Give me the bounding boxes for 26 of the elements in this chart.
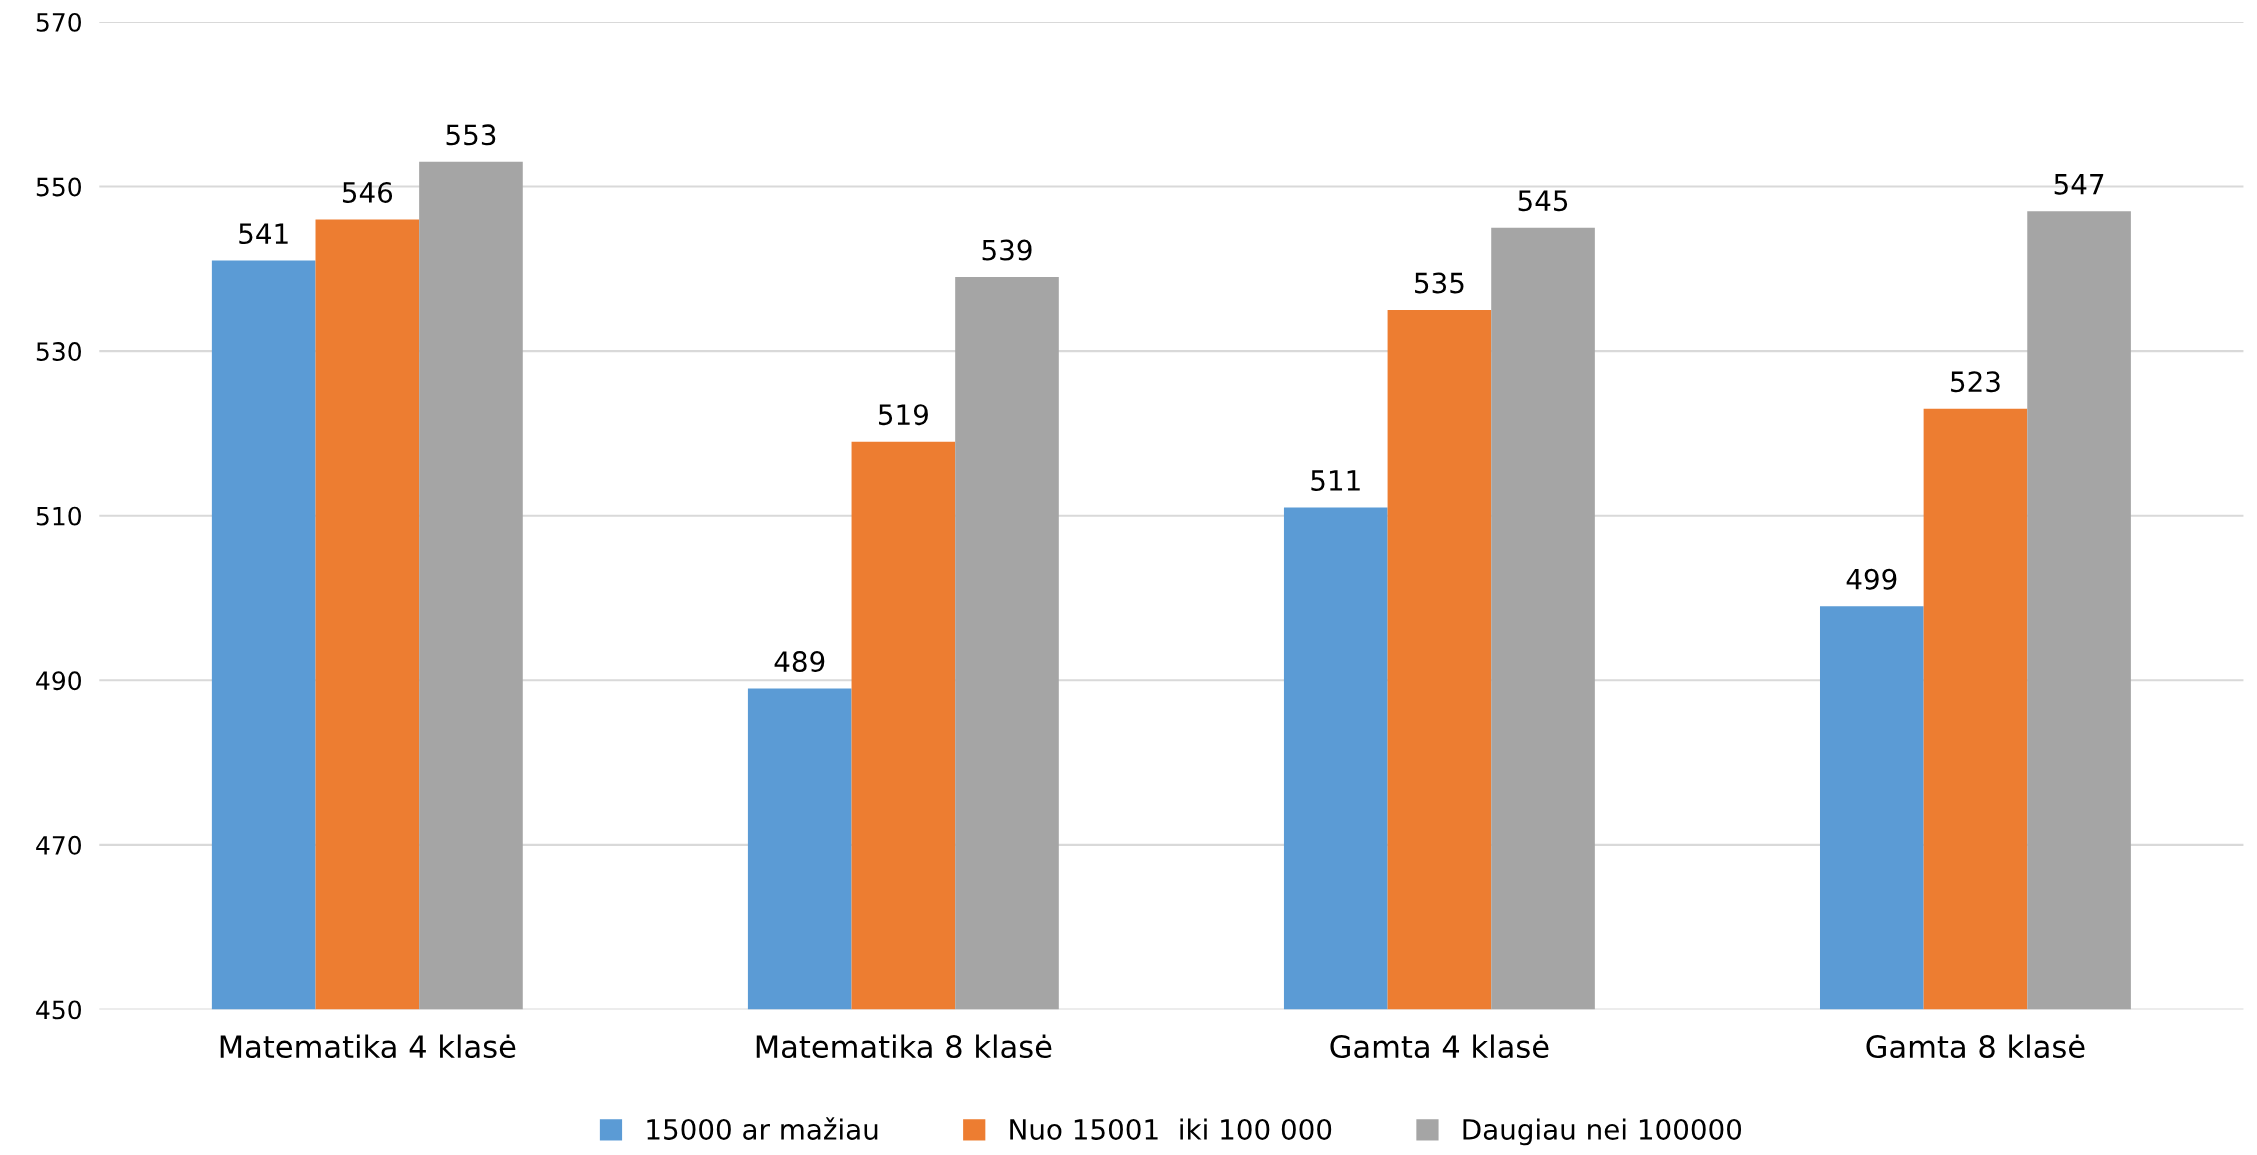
x-tick-label: Matematika 8 klasė xyxy=(756,1034,1052,1059)
y-tick-label: 490 xyxy=(36,671,81,691)
legend-label: Daugiau nei 100000 xyxy=(1463,1118,1742,1146)
y-tick-label: 570 xyxy=(36,12,81,32)
data-label: 545 xyxy=(1518,190,1568,212)
data-label: 546 xyxy=(342,181,393,203)
legend-label: 15000 ar mažiau xyxy=(647,1117,878,1140)
data-label: 553 xyxy=(446,124,496,146)
data-label: 535 xyxy=(1415,272,1464,294)
y-tick-label: 530 xyxy=(36,342,81,361)
y-tick-label: 470 xyxy=(36,835,81,855)
data-label: 541 xyxy=(239,223,288,245)
data-label: 547 xyxy=(2054,174,2104,195)
data-label: 511 xyxy=(1311,470,1360,491)
data-label: 489 xyxy=(774,651,825,673)
x-tick-label: Matematika 4 klasė xyxy=(220,1034,516,1059)
data-label: 523 xyxy=(1951,371,2000,393)
data-label: 499 xyxy=(1846,568,1897,590)
y-tick-label: 450 xyxy=(36,1000,81,1020)
data-label: 519 xyxy=(879,404,928,426)
legend-label: Nuo 15001 iki 100 000 xyxy=(1010,1118,1332,1140)
x-tick-label: Gamta 4 klasė xyxy=(1330,1034,1549,1059)
y-tick-label: 550 xyxy=(36,177,81,197)
x-tick-label: Gamta 8 klasė xyxy=(1866,1034,2085,1059)
data-label: 539 xyxy=(982,239,1032,261)
y-tick-label: 510 xyxy=(36,506,81,526)
